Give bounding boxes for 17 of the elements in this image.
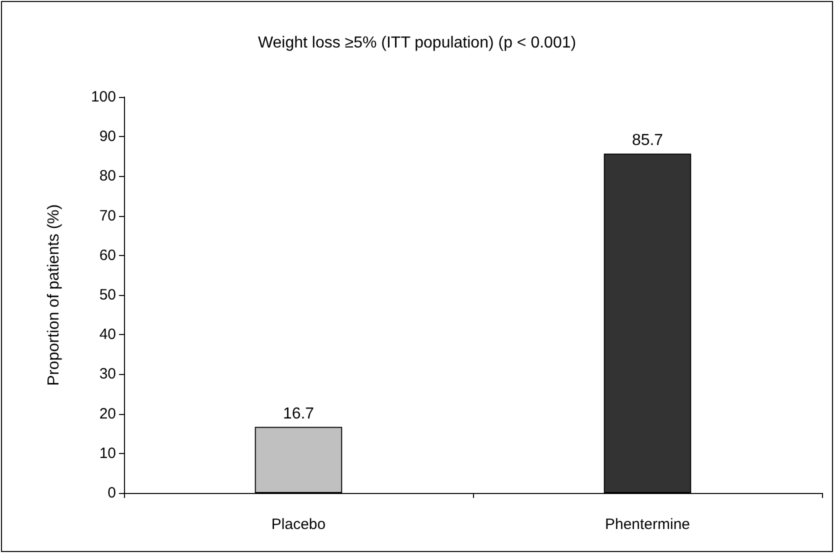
y-tick-label: 70: [99, 207, 116, 224]
y-tick-label: 80: [99, 168, 116, 185]
x-tick-label: Placebo: [271, 516, 326, 533]
y-tick-label: 60: [99, 246, 116, 264]
data-label: 85.7: [632, 132, 664, 150]
y-tick-label: 10: [99, 444, 116, 462]
y-tick-label: 30: [99, 366, 116, 383]
y-tick-label: 0: [108, 484, 116, 502]
y-tick-label: 40: [99, 326, 116, 344]
y-tick-label: 50: [99, 286, 116, 304]
y-axis-title: Proportion of patients (%): [46, 204, 62, 386]
y-tick-label: 20: [99, 405, 116, 422]
data-label: 16.7: [282, 405, 314, 422]
y-tick-label: 90: [99, 128, 116, 146]
chart-title: Weight loss ≥5% (ITT population) (p < 0.001): [258, 34, 576, 52]
y-tick-label: 100: [90, 88, 116, 106]
x-tick-label: Phentermine: [604, 516, 690, 533]
